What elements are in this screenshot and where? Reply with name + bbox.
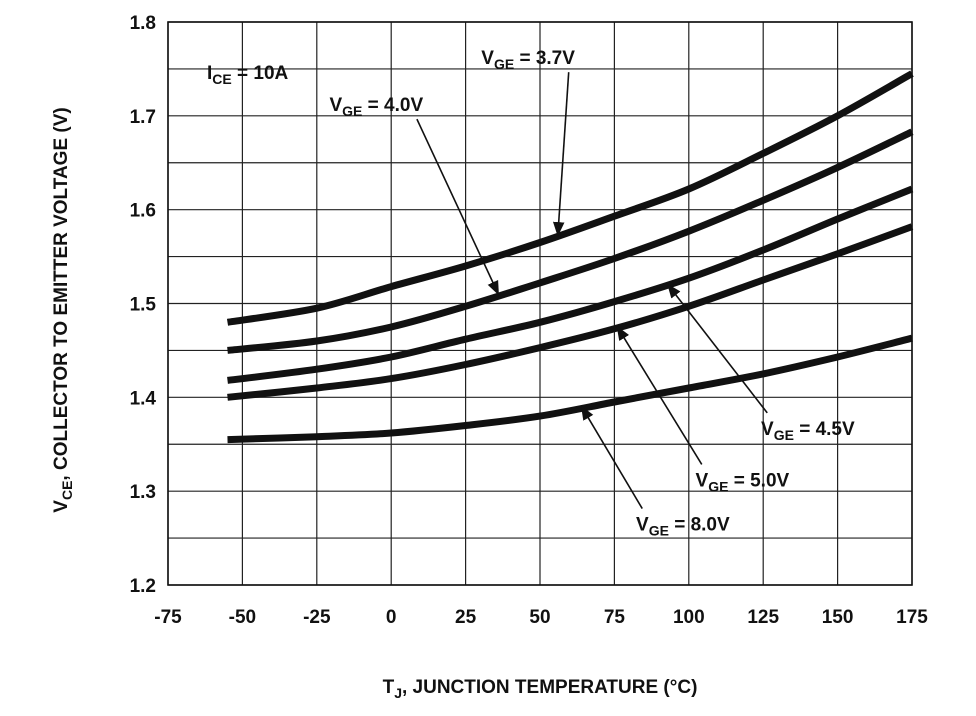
annotation-label-1: VGE = 4.0V: [329, 95, 423, 119]
series-line-3: [227, 223, 914, 401]
y-axis-title-rest: , COLLECTOR TO EMITTER VOLTAGE (V): [51, 107, 72, 480]
y-tick-label: 1.5: [130, 295, 157, 316]
annotation-layer: VGE = 3.7V VGE = 4.0V VGE = 4.5V VGE = 5.0V…: [329, 48, 855, 538]
x-axis-title-sub: J: [394, 685, 402, 701]
y-axis-title-sub: CE: [59, 481, 75, 500]
x-axis-title: TJ, JUNCTION TEMPERATURE (°C): [383, 677, 698, 701]
annotation-label-0: VGE = 3.7V: [481, 48, 575, 72]
annotation-arrow-4: [580, 405, 643, 509]
y-tick-label: 1.7: [130, 107, 156, 128]
condition-label: ICE = 10A: [207, 63, 289, 87]
condition-label-main: I: [207, 63, 212, 84]
x-tick-labels: -75 -50 -25 0 25 50 75 100 125 150 175: [154, 607, 928, 628]
x-tick-label: -75: [154, 607, 182, 628]
annotation-arrow-0: [552, 72, 570, 237]
x-tick-label: 75: [604, 607, 626, 628]
y-axis-title: VCE, COLLECTOR TO EMITTER VOLTAGE (V): [51, 107, 75, 512]
series-line-4: [227, 334, 913, 444]
x-tick-label: 100: [673, 607, 705, 628]
annotation-label-2: VGE = 4.5V: [761, 419, 855, 443]
series-layer: [226, 70, 914, 444]
x-tick-label: 25: [455, 607, 477, 628]
y-tick-labels: 1.2 1.3 1.4 1.5 1.6 1.7 1.8: [130, 13, 157, 597]
x-tick-label: 175: [896, 607, 928, 628]
y-tick-label: 1.8: [130, 13, 156, 34]
condition-label-rest: = 10A: [232, 63, 289, 84]
x-tick-label: 50: [529, 607, 550, 628]
x-tick-label: 150: [822, 607, 854, 628]
x-axis-title-rest: , JUNCTION TEMPERATURE (°C): [402, 677, 697, 698]
y-tick-label: 1.4: [130, 388, 157, 409]
annotation-label-3: VGE = 5.0V: [696, 470, 790, 494]
y-tick-label: 1.2: [130, 576, 156, 597]
annotation-label-4: VGE = 8.0V: [636, 515, 730, 539]
y-tick-label: 1.3: [130, 482, 156, 503]
x-tick-label: -25: [303, 607, 331, 628]
condition-label-sub: CE: [212, 71, 231, 87]
y-axis-title-main: V: [51, 500, 72, 513]
x-tick-label: -50: [229, 607, 256, 628]
plot-frame: [167, 21, 913, 586]
x-axis-title-main: T: [383, 677, 395, 698]
annotation-arrow-3: [616, 325, 703, 465]
x-tick-label: 0: [386, 607, 397, 628]
annotation-arrow-2: [667, 283, 768, 414]
series-line-2: [227, 185, 914, 384]
x-tick-label: 125: [747, 607, 779, 628]
y-tick-label: 1.6: [130, 201, 156, 222]
series-line-0: [226, 70, 914, 326]
series-line-1: [227, 128, 914, 354]
annotation-arrow-1: [416, 118, 500, 296]
